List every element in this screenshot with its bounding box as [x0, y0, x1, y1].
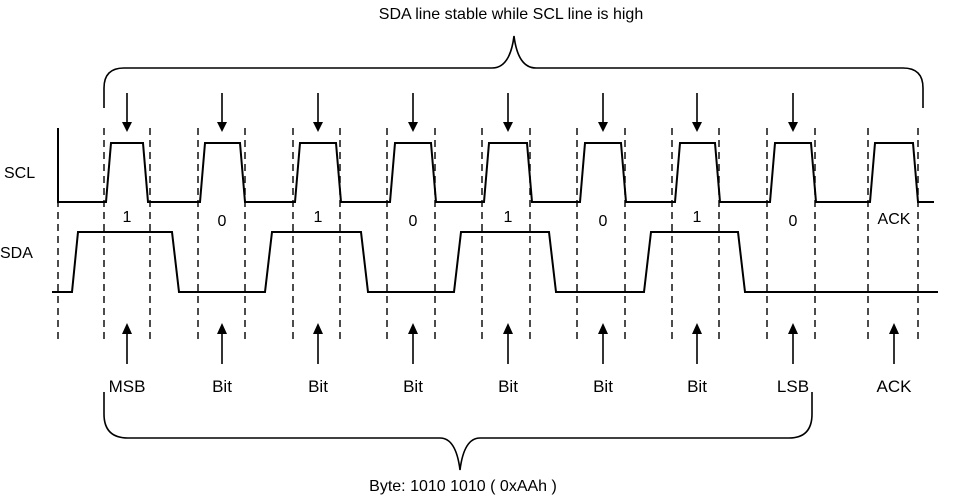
- bit-name-3: Bit: [403, 377, 423, 396]
- bit-name-4: Bit: [498, 377, 518, 396]
- down-arrowhead-7: [788, 122, 798, 132]
- down-arrowhead-5: [598, 122, 608, 132]
- bit-value-1: 0: [218, 213, 227, 230]
- bit-name-5: Bit: [593, 377, 613, 396]
- scl-label: SCL: [4, 165, 35, 182]
- sample-arrows: [122, 93, 899, 364]
- up-arrowhead-7: [788, 323, 798, 334]
- down-arrowhead-6: [692, 122, 702, 132]
- bottom-caption: Byte: 1010 1010 ( 0xAAh ): [369, 478, 557, 495]
- up-arrowhead-6: [692, 323, 702, 334]
- bit-value-8: ACK: [878, 211, 911, 228]
- up-arrowhead-0: [122, 323, 132, 334]
- up-arrowhead-8: [889, 323, 899, 334]
- scl-waveform: [57, 128, 934, 203]
- bit-value-4: 1: [504, 209, 513, 226]
- bit-name-2: Bit: [308, 377, 328, 396]
- bit-name-8: ACK: [877, 377, 913, 396]
- down-arrowhead-0: [122, 122, 132, 132]
- bit-name-1: Bit: [212, 377, 232, 396]
- top-brace: [103, 35, 924, 108]
- bit-name-7: LSB: [777, 377, 809, 396]
- down-arrowhead-3: [408, 122, 418, 132]
- bit-values: 1 0 1 0 1 0 1 0 ACK: [123, 209, 911, 230]
- up-arrowhead-5: [598, 323, 608, 334]
- up-arrowhead-3: [408, 323, 418, 334]
- down-arrowhead-2: [313, 122, 323, 132]
- bit-value-7: 0: [789, 213, 798, 230]
- up-arrowhead-1: [217, 323, 227, 334]
- top-caption: SDA line stable while SCL line is high: [379, 6, 643, 23]
- bit-value-0: 1: [123, 209, 132, 226]
- bottom-brace: [103, 392, 813, 471]
- sda-waveform: [52, 231, 938, 293]
- bit-value-5: 0: [599, 213, 608, 230]
- bit-value-3: 0: [409, 213, 418, 230]
- bit-names: MSB Bit Bit Bit Bit Bit Bit LSB ACK: [109, 377, 913, 396]
- up-arrowhead-4: [503, 323, 513, 334]
- down-arrowhead-1: [217, 122, 227, 132]
- down-arrowhead-4: [503, 122, 513, 132]
- sda-label: SDA: [0, 245, 33, 262]
- bit-value-6: 1: [693, 209, 702, 226]
- bit-name-0: MSB: [109, 377, 146, 396]
- up-arrowhead-2: [313, 323, 323, 334]
- bit-value-2: 1: [314, 209, 323, 226]
- bit-name-6: Bit: [687, 377, 707, 396]
